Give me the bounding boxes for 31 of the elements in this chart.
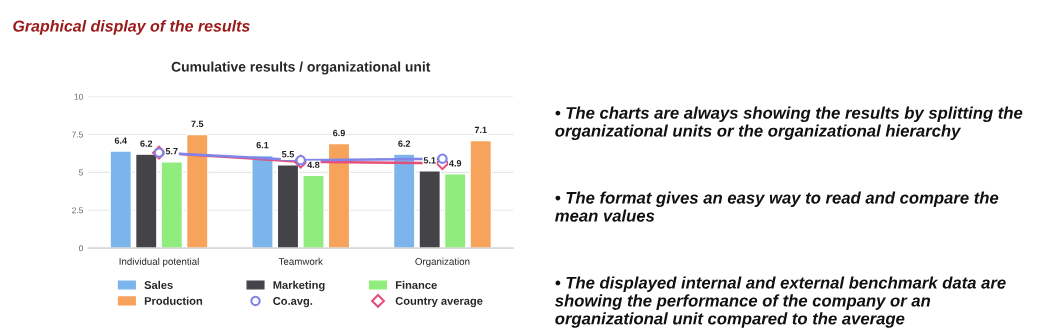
legend-label: Co.avg. [273, 297, 313, 308]
legend-label: Finance [395, 280, 437, 289]
y-tick-label: 2.5 [72, 207, 83, 214]
text: Graphical display of the results [13, 19, 250, 35]
data-label: 5.7 [165, 148, 178, 155]
text: • The charts are always showing the results by splitting the organizational units or the organizational hierarchy [555, 106, 1023, 141]
legend-label: Country average [395, 297, 483, 308]
text: • The displayed internal and external benchmark data are showing the performance of the company or an organizational unit compared to the average [554, 276, 1006, 328]
data-label: 6.9 [333, 129, 345, 137]
legend-label: Production [144, 296, 203, 305]
data-label: 4.9 [449, 160, 462, 167]
x-tick-label: Organization [415, 257, 470, 267]
data-label: 6.2 [140, 140, 153, 147]
y-tick-label: 0 [78, 245, 83, 252]
data-label: 6.1 [256, 141, 269, 149]
x-tick-label: Teamwork [278, 257, 323, 265]
chart-title: Cumulative results / organizational unit [171, 61, 431, 75]
data-label: 5.5 [281, 151, 294, 158]
data-label: 6.4 [114, 137, 127, 144]
y-tick-label: 5 [78, 169, 83, 176]
legend-label: Sales [144, 280, 173, 289]
data-label: 5.1 [423, 157, 436, 164]
legend-label: Marketing [273, 280, 325, 292]
data-label: 4.8 [307, 161, 320, 169]
data-label: 7.5 [191, 120, 204, 128]
data-label: 7.1 [474, 126, 487, 134]
y-tick-label: 10 [74, 93, 83, 100]
x-tick-label: Individual potential [119, 257, 199, 267]
text: • The format gives an easy way to read and compare the mean values [555, 191, 999, 222]
y-tick-label: 7.5 [72, 131, 83, 138]
data-label: 6.2 [398, 140, 411, 147]
